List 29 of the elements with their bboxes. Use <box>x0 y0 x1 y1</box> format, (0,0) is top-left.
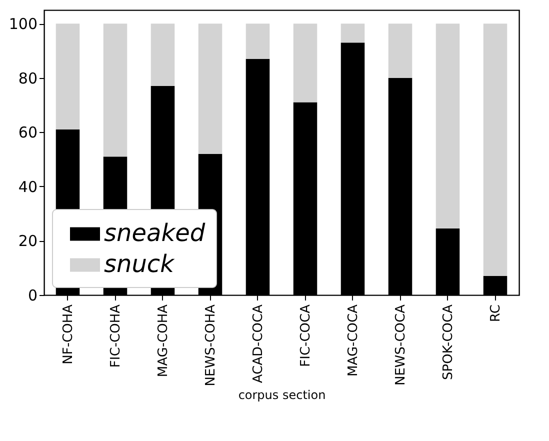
x-tick-label: MAG-COCA <box>346 304 361 376</box>
x-tick-label: NEWS-COHA <box>203 304 218 386</box>
y-tick-label: 60 <box>18 124 38 142</box>
y-tick-label: 40 <box>18 178 38 196</box>
x-tick-label: MAG-COHA <box>156 304 171 378</box>
x-tick-label: ACAD-COCA <box>250 304 266 384</box>
bar <box>388 24 412 78</box>
bar <box>340 24 365 43</box>
legend-label: sneaked <box>104 219 206 247</box>
bar <box>483 24 508 276</box>
bar <box>150 24 175 86</box>
legend-label: snuck <box>104 250 176 278</box>
x-tick-label: FIC-COHA <box>108 304 124 368</box>
bar <box>103 24 128 157</box>
bar <box>436 24 460 228</box>
x-tick-label: RC <box>488 304 504 322</box>
bar <box>246 24 270 59</box>
x-tick-label: FIC-COCA <box>298 304 314 367</box>
x-tick-label: SPOK-COCA <box>440 304 456 380</box>
y-tick-label: 100 <box>8 15 38 34</box>
y-tick-label: 0 <box>28 286 38 304</box>
bar <box>56 24 80 130</box>
x-tick-label: NEWS-COCA <box>393 304 408 386</box>
y-tick-label: 20 <box>18 232 38 250</box>
x-tick-label: NF-COHA <box>60 304 76 364</box>
bar <box>293 24 318 102</box>
bar <box>198 24 222 154</box>
x-axis-title: corpus section <box>238 388 326 402</box>
y-tick-label: 80 <box>18 69 38 88</box>
